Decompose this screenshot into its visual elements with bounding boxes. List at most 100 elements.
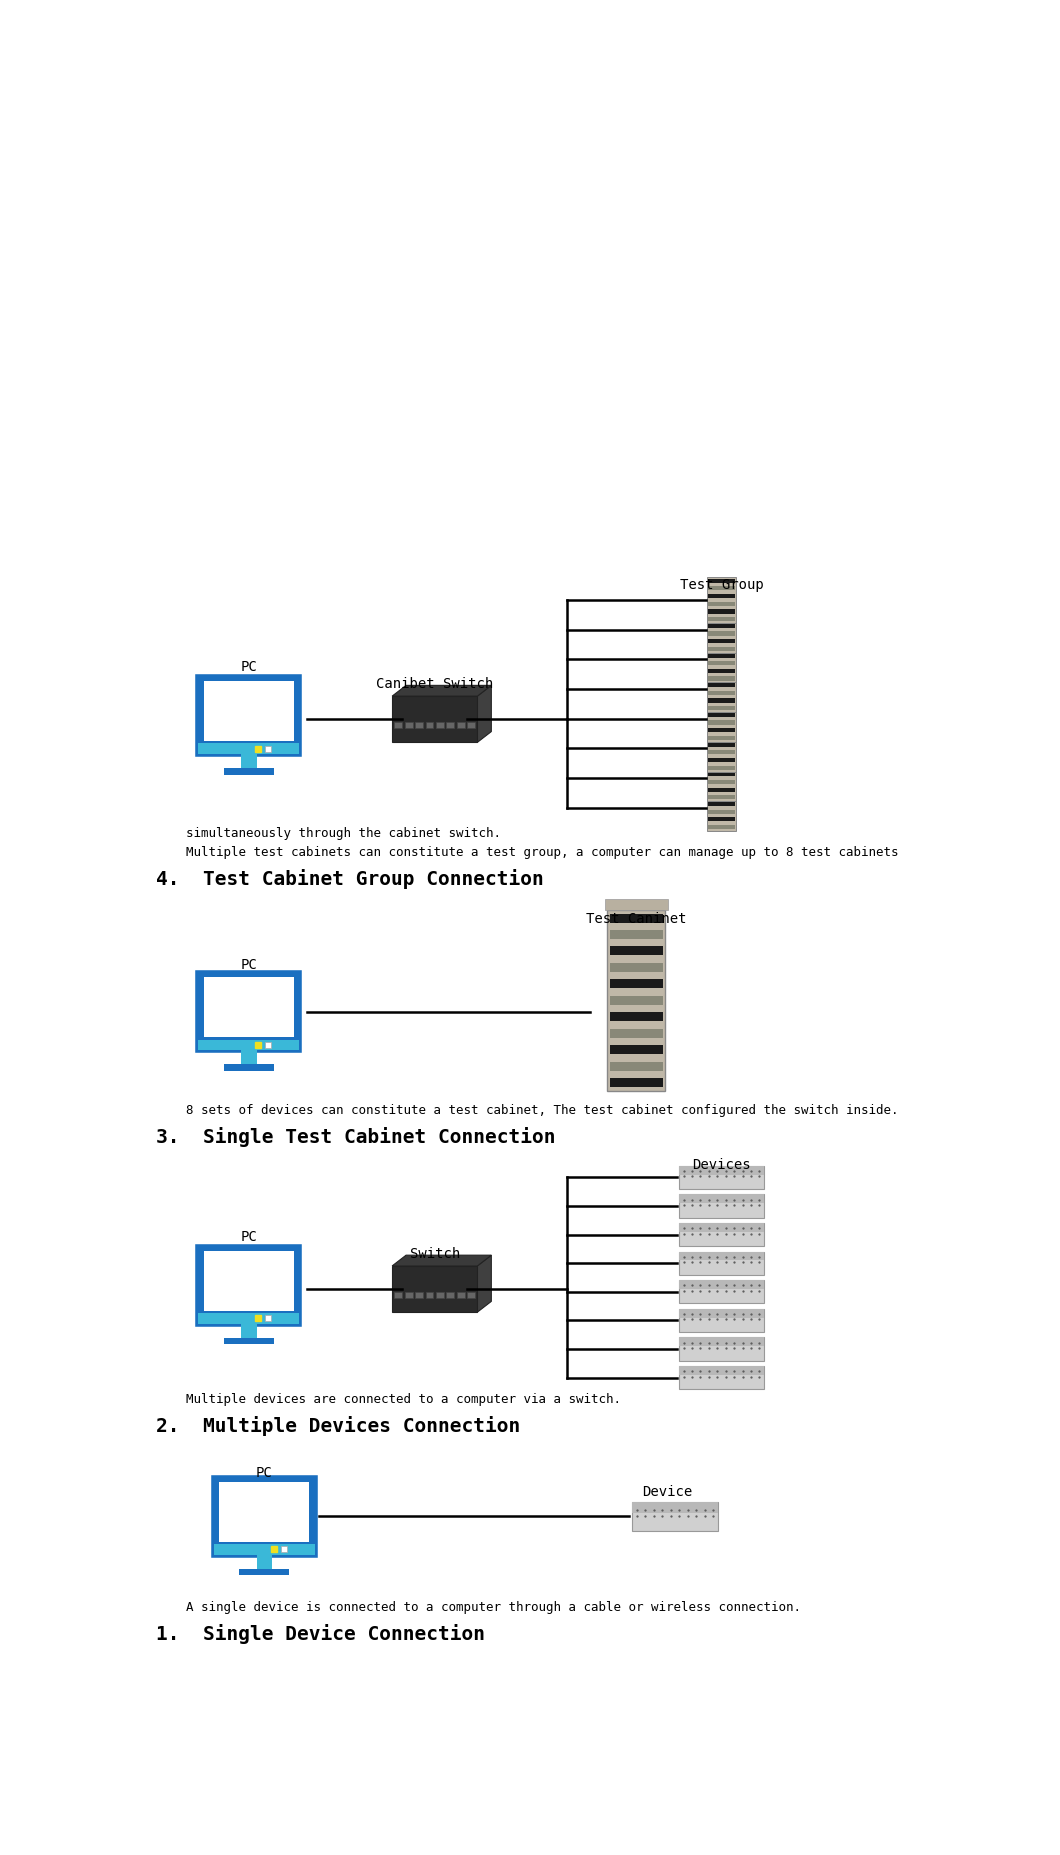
Bar — [708, 646, 735, 649]
Bar — [708, 727, 735, 731]
Bar — [708, 631, 735, 636]
Bar — [436, 722, 444, 729]
Bar — [416, 1293, 423, 1298]
Bar — [708, 796, 735, 800]
Polygon shape — [477, 1256, 492, 1311]
Bar — [607, 909, 666, 1091]
Bar — [241, 1324, 257, 1337]
Bar — [708, 586, 735, 590]
Bar — [610, 996, 662, 1005]
Bar — [198, 1313, 299, 1324]
Bar — [708, 697, 735, 701]
Bar — [708, 801, 735, 807]
Text: Multiple test cabinets can constitute a test group, a computer can manage up to : Multiple test cabinets can constitute a … — [156, 846, 898, 859]
Bar — [707, 725, 737, 772]
Bar — [708, 594, 735, 597]
Bar — [198, 744, 299, 753]
Bar — [394, 722, 402, 729]
Bar — [708, 809, 735, 814]
Text: Test Caninet: Test Caninet — [586, 913, 687, 926]
Bar — [214, 1543, 315, 1554]
Polygon shape — [392, 1256, 492, 1265]
Bar — [240, 1569, 289, 1575]
Bar — [708, 766, 735, 770]
Bar — [678, 1310, 764, 1332]
Bar — [198, 1039, 299, 1050]
Bar — [605, 900, 668, 909]
Text: A single device is connected to a computer through a cable or wireless connectio: A single device is connected to a comput… — [156, 1601, 800, 1614]
Bar — [678, 1280, 764, 1289]
Bar — [678, 1222, 764, 1247]
Bar — [678, 1195, 764, 1204]
FancyBboxPatch shape — [198, 974, 299, 1050]
Bar — [457, 1293, 464, 1298]
Bar — [394, 1293, 402, 1298]
Bar — [707, 636, 737, 683]
Bar — [678, 1252, 764, 1274]
Bar — [610, 1078, 662, 1087]
Bar — [426, 1293, 434, 1298]
Bar — [708, 735, 735, 738]
Bar — [708, 705, 735, 709]
Bar — [708, 794, 735, 798]
Bar — [708, 638, 735, 644]
FancyBboxPatch shape — [219, 1482, 310, 1542]
Polygon shape — [392, 684, 492, 696]
FancyBboxPatch shape — [204, 1250, 294, 1311]
Bar — [224, 1337, 273, 1345]
Bar — [610, 1030, 662, 1037]
Bar — [707, 755, 737, 801]
Bar — [708, 683, 735, 686]
Bar — [708, 647, 735, 651]
Bar — [708, 707, 735, 710]
Bar — [224, 1065, 273, 1070]
Bar — [707, 607, 737, 653]
Bar — [446, 1293, 455, 1298]
Bar — [708, 699, 735, 703]
Bar — [241, 753, 257, 768]
Bar — [708, 660, 735, 666]
Text: simultaneously through the cabinet switch.: simultaneously through the cabinet switc… — [156, 827, 500, 840]
Bar — [416, 722, 423, 729]
Bar — [708, 670, 735, 673]
Text: Switch: Switch — [409, 1247, 460, 1261]
Bar — [678, 1165, 764, 1189]
Bar — [467, 722, 475, 729]
Bar — [708, 690, 735, 696]
Bar — [633, 1501, 718, 1512]
Bar — [708, 608, 735, 612]
FancyBboxPatch shape — [204, 978, 294, 1037]
Bar — [707, 785, 737, 831]
Bar — [392, 1265, 477, 1311]
FancyBboxPatch shape — [214, 1478, 315, 1554]
Bar — [708, 677, 735, 681]
Bar — [678, 1337, 764, 1347]
Bar — [457, 722, 464, 729]
Bar — [610, 1044, 662, 1054]
Bar — [678, 1222, 764, 1232]
Bar — [610, 946, 662, 955]
Bar — [708, 720, 735, 725]
Bar — [708, 623, 735, 627]
Bar — [467, 1293, 475, 1298]
Bar — [392, 696, 477, 742]
Text: 1.  Single Device Connection: 1. Single Device Connection — [156, 1623, 484, 1644]
Bar — [446, 722, 455, 729]
FancyBboxPatch shape — [204, 681, 294, 740]
Bar — [708, 601, 735, 607]
Bar — [678, 1310, 764, 1317]
Bar — [436, 1293, 444, 1298]
Text: 3.  Single Test Cabinet Connection: 3. Single Test Cabinet Connection — [156, 1128, 555, 1148]
Bar — [708, 729, 735, 733]
Bar — [633, 1501, 718, 1530]
Bar — [610, 913, 662, 922]
Bar — [426, 722, 434, 729]
Bar — [610, 929, 662, 939]
Bar — [224, 768, 273, 775]
Bar — [708, 653, 735, 657]
Bar — [241, 1050, 257, 1065]
Bar — [708, 736, 735, 740]
Bar — [708, 742, 735, 748]
Bar — [678, 1337, 764, 1360]
Bar — [610, 963, 662, 972]
